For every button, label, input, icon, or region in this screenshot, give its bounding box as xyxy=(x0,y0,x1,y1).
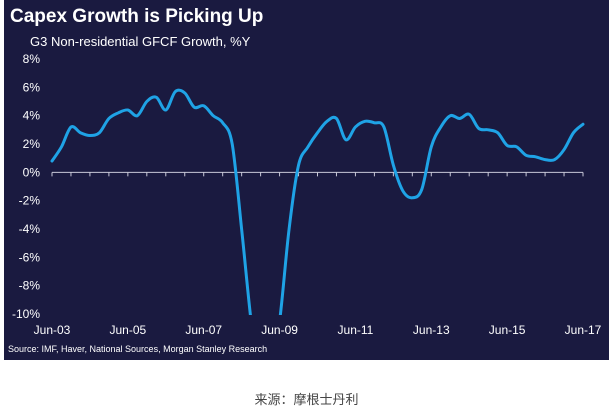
y-tick-label: 0% xyxy=(23,165,41,179)
y-tick-label: -6% xyxy=(19,250,41,264)
y-tick-label: -8% xyxy=(19,279,41,293)
x-tick-label: Jun-17 xyxy=(565,323,602,337)
y-tick-label: 2% xyxy=(23,137,41,151)
y-tick-label: 4% xyxy=(23,109,41,123)
chart-panel xyxy=(4,0,609,360)
x-tick-label: Jun-03 xyxy=(34,323,71,337)
y-tick-label: -4% xyxy=(19,222,41,236)
y-tick-label: -10% xyxy=(12,307,40,321)
x-tick-label: Jun-15 xyxy=(489,323,526,337)
y-axis-tick-labels: 8% 6% 4% 2% 0% -2% -4% -6% -8% -10% xyxy=(12,52,40,321)
chart-source: Source: IMF, Haver, National Sources, Mo… xyxy=(8,344,268,354)
line-chart: 8%6%4%2%0%-2%-4%-6%-8%-10% Jun-03 Jun-05 J… xyxy=(12,52,602,337)
x-tick-label: Jun-11 xyxy=(338,323,374,337)
series-line xyxy=(50,88,585,315)
y-tick-label: 8% xyxy=(23,52,41,66)
x-axis-ticks: Jun-03 Jun-05 Jun-07 Jun-09 Jun-11 Jun-13 Jun-… xyxy=(34,172,602,337)
x-tick-label: Jun-07 xyxy=(185,323,222,337)
x-tick-label: Jun-13 xyxy=(413,323,450,337)
image-caption: 来源：摩根士丹利 xyxy=(254,393,359,408)
y-tick-label: -2% xyxy=(19,194,41,208)
chart-subtitle: G3 Non-residential GFCF Growth, %Y xyxy=(30,34,251,49)
x-tick-label: Jun-09 xyxy=(261,323,298,337)
x-tick-label: Jun-05 xyxy=(110,323,147,337)
chart-title: Capex Growth is Picking Up xyxy=(10,6,264,27)
y-tick-label: 6% xyxy=(23,80,41,94)
